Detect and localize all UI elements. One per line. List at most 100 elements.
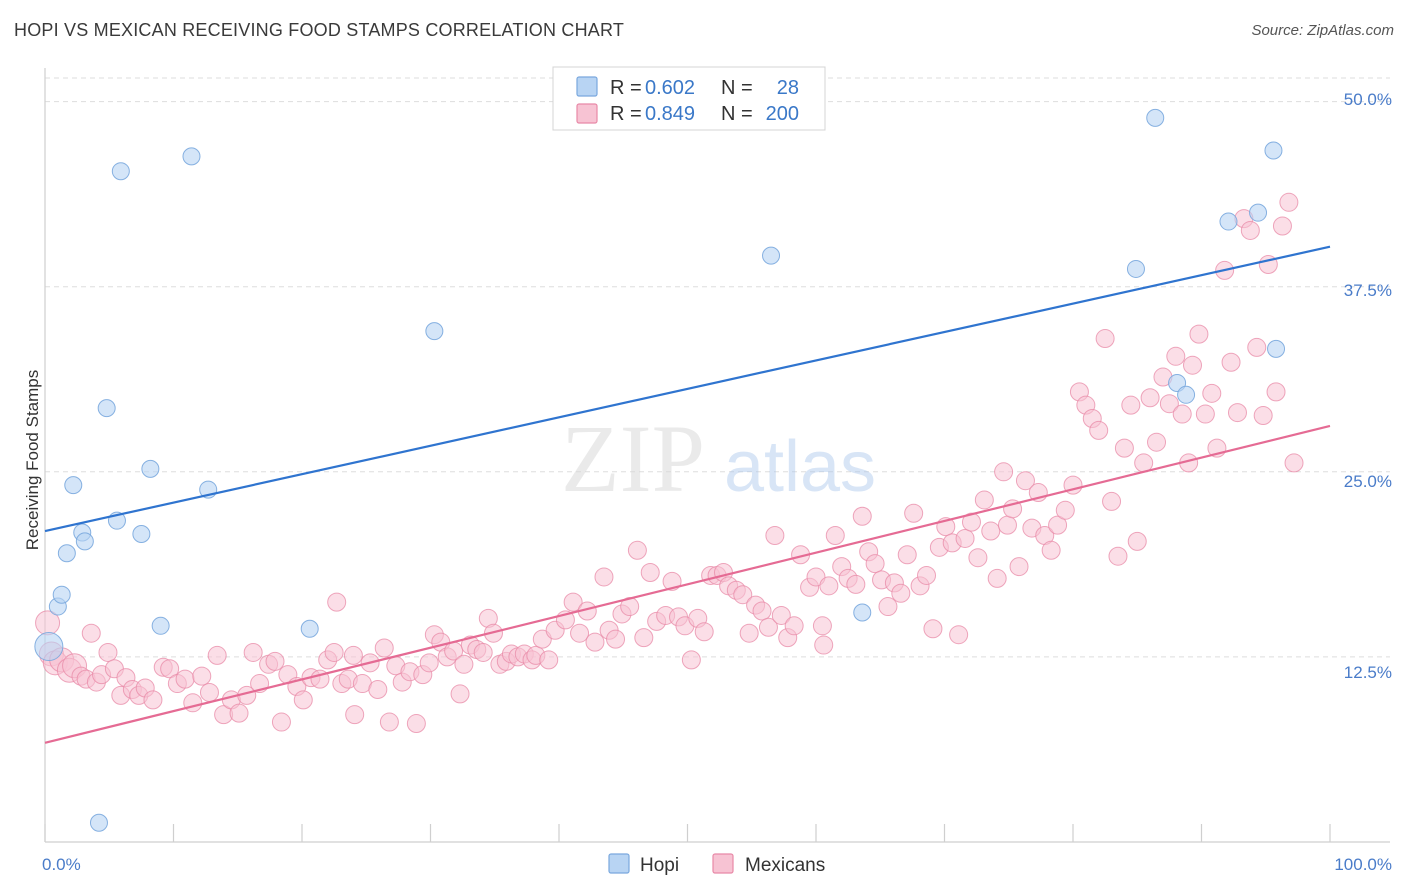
mexicans-point <box>1247 337 1267 357</box>
hopi-point <box>89 813 108 832</box>
mexicans-point <box>1227 403 1247 423</box>
mexicans-point <box>634 628 654 648</box>
mexicans-point <box>846 574 866 594</box>
mexicans-point <box>1108 546 1128 566</box>
mexicans-point <box>1253 406 1273 426</box>
chart-source: Source: ZipAtlas.com <box>1251 22 1394 39</box>
hopi-point <box>57 544 76 563</box>
hopi-point <box>853 603 872 622</box>
mexicans-point <box>1272 216 1292 236</box>
mexicans-point <box>1009 557 1029 577</box>
hopi-point <box>1126 259 1145 278</box>
hopi-point <box>182 147 201 166</box>
mexicans-point <box>345 705 365 725</box>
mexicans-point <box>585 632 605 652</box>
mexicans-point <box>878 597 898 617</box>
mexicans-point <box>1284 453 1304 473</box>
hopi-trend-line <box>44 245 1331 533</box>
bottom-legend: Hopi Mexicans <box>608 853 825 876</box>
mexicans-point <box>570 623 590 643</box>
mexicans-point <box>1015 471 1035 491</box>
legend-n-value-mexicans: 200 <box>766 103 799 125</box>
mexicans-point <box>1121 395 1141 415</box>
hopi-point <box>111 162 130 181</box>
y-tick-label: 50.0% <box>1344 90 1392 109</box>
mexicans-point <box>1240 220 1260 240</box>
x-tick-label-min: 0.0% <box>42 855 81 874</box>
mexicans-point <box>143 690 163 710</box>
mexicans-point <box>955 528 975 548</box>
mexicans-trend-line <box>44 424 1331 744</box>
y-tick-labels: 12.5% 25.0% 37.5% 50.0% <box>1344 90 1392 682</box>
legend-r-value-mexicans: 0.849 <box>645 103 695 125</box>
mexicans-point <box>454 654 474 674</box>
mexicans-point <box>374 638 394 658</box>
legend-r-value-hopi: 0.602 <box>645 77 695 99</box>
hopi-point <box>64 476 83 495</box>
mexicans-point <box>1172 404 1192 424</box>
mexicans-point <box>968 548 988 568</box>
mexicans-point <box>1095 329 1115 349</box>
mexicans-point <box>368 679 388 699</box>
mexicans-point <box>594 567 614 587</box>
mexicans-point <box>1114 438 1134 458</box>
mexicans-point <box>739 623 759 643</box>
mexicans-point <box>160 659 180 679</box>
mexicans-point <box>192 666 212 686</box>
mexicans-point <box>265 651 285 671</box>
mexicans-point <box>758 617 778 637</box>
mexicans-point <box>819 576 839 596</box>
mexicans-point <box>1189 324 1209 344</box>
mexicans-point <box>784 616 804 636</box>
mexicans-point <box>974 490 994 510</box>
hopi-point <box>300 619 319 638</box>
legend: R = 0.602 N = 28 R = 0.849 N = 200 <box>552 66 826 131</box>
axis-layer <box>44 68 1390 843</box>
mexicans-point <box>981 521 1001 541</box>
mexicans-point <box>997 515 1017 535</box>
y-tick-label: 37.5% <box>1344 281 1392 300</box>
legend-frame <box>552 66 826 131</box>
mexicans-point <box>183 693 203 713</box>
mexicans-point <box>1159 394 1179 414</box>
mexicans-point <box>1166 346 1186 366</box>
hopi-point <box>1249 203 1268 222</box>
mexicans-point <box>1127 531 1147 551</box>
mexicans-point <box>752 601 772 621</box>
hopi-point <box>1219 212 1238 231</box>
mexicans-point <box>1102 491 1122 511</box>
mexicans-point <box>812 616 832 636</box>
mexicans-point <box>681 650 701 670</box>
mexicans-point <box>640 563 660 582</box>
mexicans-point <box>733 585 753 605</box>
trend-layer <box>44 245 1331 744</box>
bottom-legend-label-hopi: Hopi <box>640 855 679 876</box>
legend-r-label-hopi: R = <box>610 77 647 99</box>
hopi-point <box>52 585 71 604</box>
hopi-point <box>141 459 160 478</box>
hopi-point <box>762 246 781 265</box>
mexicans-point <box>627 540 647 560</box>
mexicans-point <box>904 503 924 523</box>
mexicans-point <box>897 545 917 565</box>
mexicans-point <box>765 525 785 545</box>
mexicans-point <box>1048 515 1068 535</box>
hopi-point <box>1177 385 1196 404</box>
x-tick-label-max: 100.0% <box>1334 855 1392 874</box>
hopi-point <box>34 632 64 662</box>
mexicans-point <box>406 714 426 734</box>
mexicans-point <box>1195 404 1215 424</box>
mexicans-point <box>987 568 1007 588</box>
mexicans-point <box>229 703 249 723</box>
hopi-point <box>1267 339 1286 358</box>
legend-n-value-hopi: 28 <box>777 77 799 99</box>
mexicans-point <box>379 712 399 732</box>
mexicans-point <box>271 712 291 732</box>
mexicans-point <box>199 682 219 702</box>
mexicans-point <box>1055 500 1075 520</box>
legend-n-label-hopi: N = <box>721 77 758 99</box>
mexicans-point <box>1221 352 1241 372</box>
mexicans-point <box>563 592 583 612</box>
mexicans-point <box>327 592 347 612</box>
